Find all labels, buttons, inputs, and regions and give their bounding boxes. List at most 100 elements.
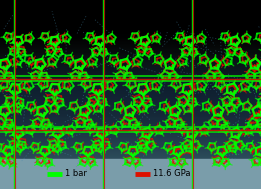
Bar: [0, 127, 261, 128]
Bar: [0, 91, 261, 92]
Bar: [0, 177, 261, 178]
Bar: [0, 123, 261, 124]
Bar: [0, 44, 261, 45]
Bar: [0, 43, 261, 44]
Bar: [0, 70, 261, 71]
Bar: [0, 79, 261, 81]
Bar: [0, 106, 261, 107]
Bar: [0, 86, 261, 87]
Bar: [0, 164, 261, 165]
Bar: [0, 69, 261, 70]
Bar: [0, 47, 261, 48]
Bar: [0, 61, 261, 62]
Bar: [0, 73, 261, 74]
Bar: [0, 149, 261, 150]
Bar: [0, 185, 261, 186]
Bar: [0, 39, 261, 40]
Bar: [0, 117, 261, 118]
Bar: [0, 97, 261, 98]
Bar: [0, 184, 261, 185]
Bar: [0, 75, 261, 76]
Bar: [0, 128, 261, 129]
Bar: [0, 112, 261, 114]
Bar: [0, 119, 261, 120]
Bar: [0, 109, 261, 110]
Bar: [0, 147, 261, 148]
Bar: [0, 122, 261, 123]
Bar: [0, 145, 261, 146]
Bar: [0, 187, 261, 188]
Bar: [0, 74, 261, 75]
Bar: [0, 37, 261, 38]
Bar: [0, 81, 261, 83]
Bar: [0, 48, 261, 50]
Bar: [0, 142, 261, 143]
Bar: [0, 150, 261, 151]
Bar: [0, 68, 261, 69]
Bar: [0, 98, 261, 99]
Text: 1 bar: 1 bar: [65, 170, 87, 178]
Bar: [0, 42, 261, 43]
Bar: [0, 38, 261, 39]
Bar: [0, 34, 261, 35]
Text: 11.6 GPa: 11.6 GPa: [153, 170, 191, 178]
Bar: [0, 165, 261, 166]
Bar: [0, 59, 261, 60]
Bar: [0, 78, 261, 79]
Bar: [0, 116, 261, 117]
Bar: [0, 170, 261, 171]
Bar: [0, 41, 261, 42]
Bar: [0, 36, 261, 37]
Bar: [0, 67, 261, 68]
Bar: [0, 89, 261, 90]
Bar: [0, 129, 261, 130]
Bar: [0, 88, 261, 89]
Bar: [0, 65, 261, 66]
Bar: [0, 162, 261, 163]
Bar: [0, 83, 261, 84]
Bar: [0, 103, 261, 104]
Bar: [0, 166, 261, 167]
Bar: [0, 118, 261, 119]
Bar: [0, 159, 261, 189]
Bar: [0, 139, 261, 140]
Bar: [0, 50, 261, 52]
Bar: [0, 134, 261, 135]
Bar: [0, 171, 261, 173]
Bar: [0, 126, 261, 127]
Bar: [0, 115, 261, 116]
Bar: [0, 102, 261, 103]
Bar: [0, 135, 261, 136]
Bar: [0, 72, 261, 73]
Bar: [0, 155, 261, 156]
Bar: [0, 158, 261, 159]
Bar: [0, 54, 261, 55]
Bar: [0, 137, 261, 138]
Bar: [0, 167, 261, 168]
Bar: [0, 35, 261, 36]
Bar: [0, 56, 261, 57]
Bar: [0, 154, 261, 155]
Bar: [0, 146, 261, 147]
Bar: [0, 130, 261, 131]
Bar: [0, 53, 261, 54]
Bar: [0, 107, 261, 108]
Bar: [0, 92, 261, 93]
Bar: [0, 45, 261, 46]
Bar: [0, 104, 261, 105]
Bar: [0, 125, 261, 126]
Bar: [0, 121, 261, 122]
Bar: [0, 163, 261, 164]
Bar: [0, 62, 261, 63]
Bar: [0, 64, 261, 65]
Bar: [0, 120, 261, 121]
Bar: [0, 95, 261, 96]
Bar: [0, 173, 261, 174]
Bar: [0, 160, 261, 161]
Bar: [0, 176, 261, 177]
Bar: [0, 131, 261, 132]
Bar: [0, 181, 261, 182]
Bar: [0, 133, 261, 134]
Bar: [0, 148, 261, 149]
Bar: [0, 110, 261, 112]
